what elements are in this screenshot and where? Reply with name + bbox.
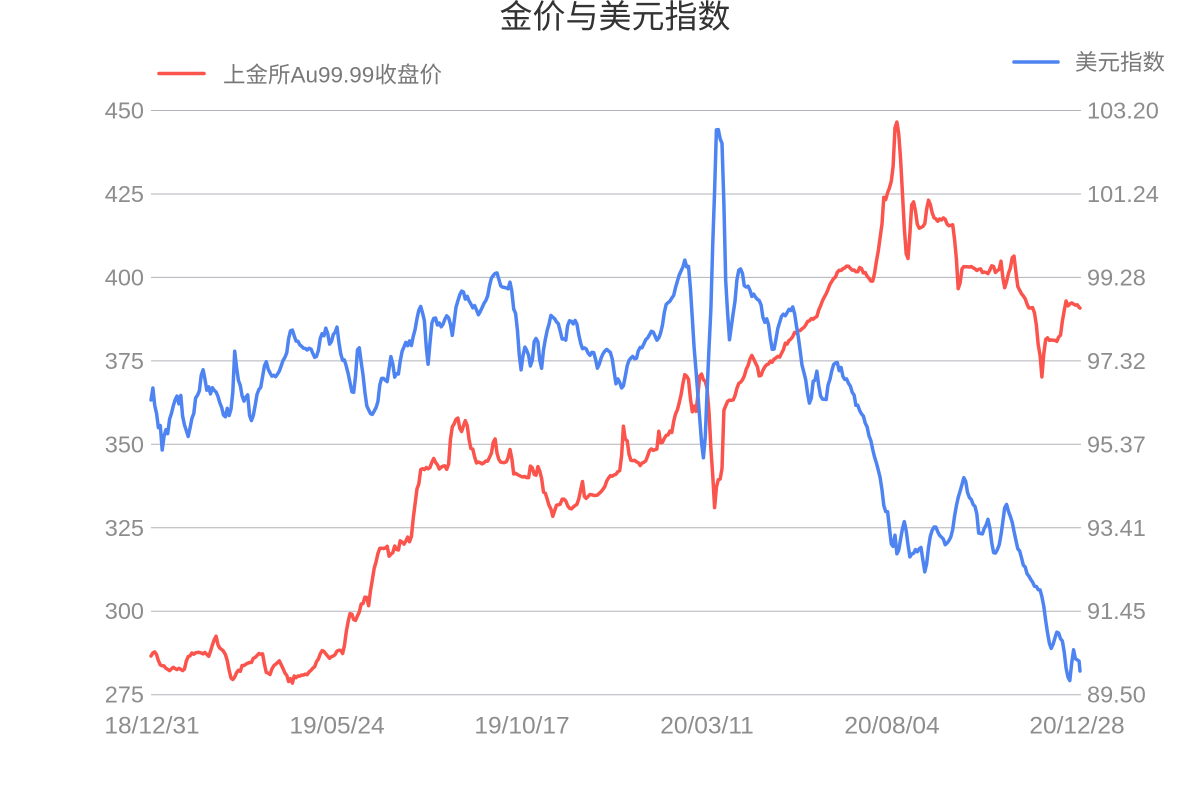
svg-text:91.45: 91.45 xyxy=(1087,598,1146,624)
svg-text:325: 325 xyxy=(105,515,144,541)
svg-text:375: 375 xyxy=(105,348,144,374)
svg-text:89.50: 89.50 xyxy=(1087,682,1146,708)
svg-text:103.20: 103.20 xyxy=(1087,98,1159,124)
svg-text:93.41: 93.41 xyxy=(1087,515,1146,541)
svg-text:20/03/11: 20/03/11 xyxy=(660,713,754,740)
svg-text:450: 450 xyxy=(105,98,144,124)
svg-text:400: 400 xyxy=(105,264,144,290)
svg-text:350: 350 xyxy=(105,431,144,457)
svg-text:425: 425 xyxy=(105,181,144,207)
svg-text:19/10/17: 19/10/17 xyxy=(474,713,569,740)
svg-text:300: 300 xyxy=(105,598,144,624)
svg-text:95.37: 95.37 xyxy=(1087,431,1146,457)
svg-text:99.28: 99.28 xyxy=(1087,264,1146,290)
svg-text:97.32: 97.32 xyxy=(1087,348,1146,374)
svg-text:20/08/04: 20/08/04 xyxy=(844,713,939,740)
svg-text:18/12/31: 18/12/31 xyxy=(104,713,199,740)
svg-text:275: 275 xyxy=(105,682,144,708)
svg-text:Au99.99: Au99.99 xyxy=(291,63,375,88)
svg-text:20/12/28: 20/12/28 xyxy=(1029,713,1124,740)
svg-text:19/05/24: 19/05/24 xyxy=(289,713,384,740)
svg-text:101.24: 101.24 xyxy=(1087,181,1159,207)
